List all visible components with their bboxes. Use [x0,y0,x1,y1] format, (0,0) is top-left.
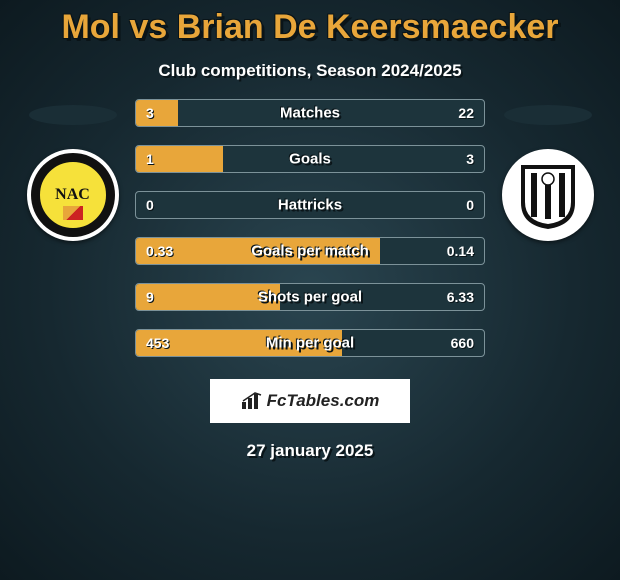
stat-left-value: 0.33 [146,243,173,259]
left-team-logo: NAC [27,149,119,241]
heracles-shield-icon [517,159,579,231]
stat-left-value: 1 [146,151,154,167]
page-title: Mol vs Brian De Keersmaecker [0,0,620,47]
stat-row: 1Goals3 [135,145,485,173]
nac-badge-text: NAC [37,159,109,231]
stat-label: Shots per goal [136,289,484,306]
stat-left-value: 0 [146,197,154,213]
stat-label: Min per goal [136,335,484,352]
watermark-badge: FcTables.com [210,379,410,423]
page-date: 27 january 2025 [0,441,620,461]
stat-row: 0Hattricks0 [135,191,485,219]
stat-row: 453Min per goal660 [135,329,485,357]
right-team-logo [502,149,594,241]
shadow-ellipse-left [29,105,117,125]
nac-badge-icon: NAC [31,153,115,237]
stat-label: Matches [136,105,484,122]
stat-left-value: 453 [146,335,169,351]
stat-row: 0.33Goals per match0.14 [135,237,485,265]
stat-row: 9Shots per goal6.33 [135,283,485,311]
stat-label: Hattricks [136,197,484,214]
stat-left-value: 9 [146,289,154,305]
heracles-badge-icon [506,153,590,237]
page-subtitle: Club competitions, Season 2024/2025 [0,61,620,81]
stat-right-value: 6.33 [447,289,474,305]
stat-label: Goals [136,151,484,168]
stat-right-value: 0 [466,197,474,213]
watermark-text: FcTables.com [267,391,380,411]
stat-left-value: 3 [146,105,154,121]
stat-bars: 3Matches221Goals30Hattricks00.33Goals pe… [135,99,485,375]
stat-right-value: 660 [451,335,474,351]
stat-right-value: 0.14 [447,243,474,259]
stat-row: 3Matches22 [135,99,485,127]
watermark-chart-icon [241,392,263,410]
stat-right-value: 3 [466,151,474,167]
stat-right-value: 22 [458,105,474,121]
right-team-column [495,99,600,241]
stat-label: Goals per match [136,243,484,260]
shadow-ellipse-right [504,105,592,125]
left-team-column: NAC [20,99,125,241]
comparison-container: NAC 3Matches221Goals30Hattricks00.33Goal… [0,99,620,375]
